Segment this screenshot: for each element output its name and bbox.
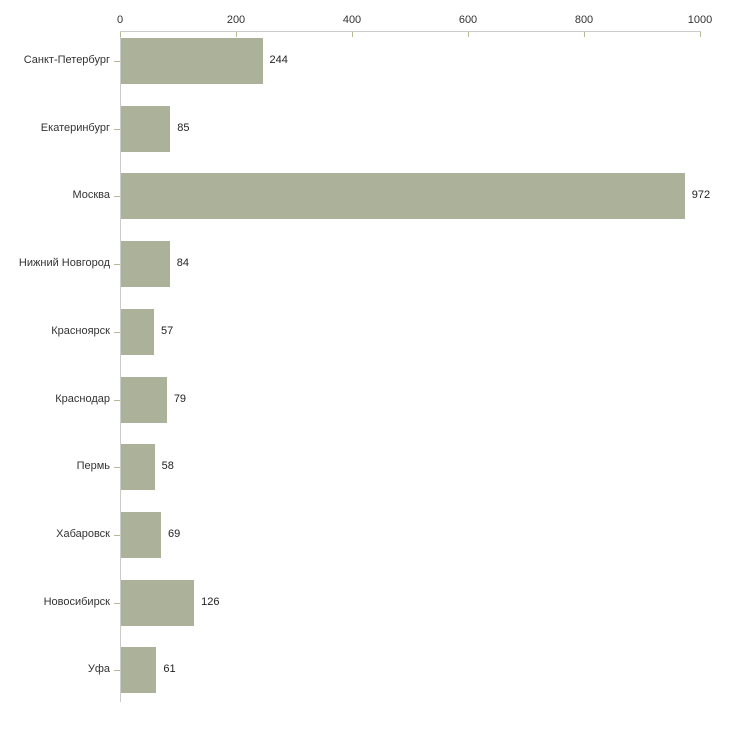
bar [121,38,263,84]
category-label: Санкт-Петербург [23,54,110,66]
bar [121,241,170,288]
x-axis-tick-mark [236,32,237,37]
category-tick-mark [114,264,120,266]
x-axis-tick-mark [352,32,353,37]
value-label: 57 [161,324,174,337]
x-axis-tick-mark [120,32,121,37]
category-label: Хабаровск [56,527,110,540]
bar [121,511,162,558]
category-label: Красноярск [51,324,110,337]
bar [121,308,155,355]
bar [121,444,155,491]
category-tick-mark [114,399,120,401]
category-tick-mark [114,61,120,62]
x-axis-tick-mark [700,32,701,37]
category-tick-mark [114,331,120,333]
category-tick-mark [114,670,120,672]
value-label: 85 [177,121,190,134]
x-axis-line [120,31,701,32]
category-label: Уфа [87,663,110,676]
x-axis-tick-label: 0 [116,14,124,26]
category-tick-mark [114,128,120,130]
category-label: Пермь [76,460,110,473]
category-tick-mark [114,467,120,469]
category-tick-mark [114,602,120,604]
value-label: 61 [163,663,176,676]
x-axis-tick-label: 200 [226,14,246,26]
x-axis-tick-label: 1000 [687,14,713,26]
value-label: 69 [168,527,181,540]
value-label: 972 [691,189,711,202]
x-axis-tick-label: 400 [342,14,362,26]
value-label: 58 [161,460,174,473]
x-axis-tick-mark [468,32,469,37]
category-label: Новосибирск [43,595,110,608]
category-label: Екатеринбург [40,121,110,134]
category-label: Нижний Новгород [18,257,110,270]
bar [121,579,195,626]
bar [121,647,157,694]
bar [121,376,167,423]
x-axis-tick-label: 600 [458,14,478,26]
x-axis-tick-label: 800 [574,14,594,26]
value-label: 244 [269,54,288,66]
bar [121,105,171,152]
y-axis-line [120,31,121,702]
category-tick-mark [114,534,120,536]
category-label: Краснодар [55,392,110,405]
value-label: 79 [173,392,187,405]
bar [121,173,685,220]
category-label: Москва [72,189,110,202]
value-label: 84 [176,257,189,270]
x-axis-tick-mark [584,32,585,37]
category-tick-mark [114,196,120,198]
value-label: 126 [201,595,220,608]
